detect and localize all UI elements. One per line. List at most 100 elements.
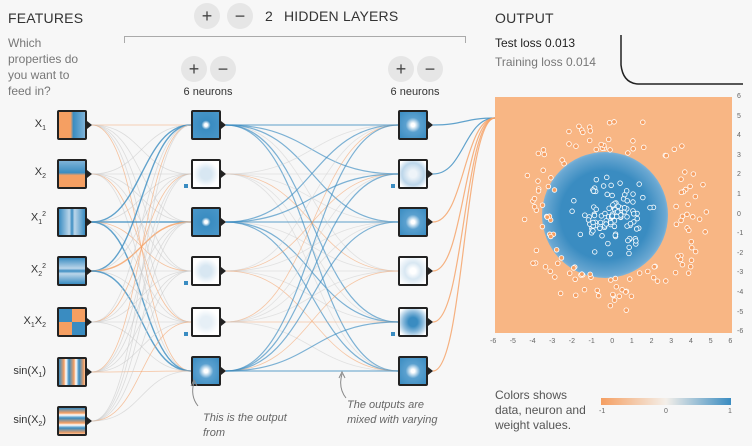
blue-data-point bbox=[604, 174, 610, 181]
layer1-neuron-5-bias bbox=[184, 332, 188, 336]
orange-data-point bbox=[553, 247, 560, 253]
orange-data-point bbox=[541, 151, 547, 158]
weight-link[interactable] bbox=[432, 117, 496, 126]
note1-arrow bbox=[190, 378, 199, 407]
orange-data-point bbox=[542, 264, 549, 270]
add-neuron-layer1-button[interactable]: + bbox=[181, 56, 207, 82]
weight-link[interactable] bbox=[432, 117, 496, 175]
feature-pin-x1x2 bbox=[87, 318, 92, 326]
layer1-neuron-1[interactable] bbox=[191, 110, 221, 140]
blue-data-point bbox=[624, 198, 630, 204]
add-neuron-layer2-button[interactable]: + bbox=[388, 56, 414, 82]
remove-layer-button[interactable]: − bbox=[227, 3, 253, 29]
orange-data-point bbox=[690, 171, 697, 177]
layer2-neuron-5[interactable] bbox=[398, 307, 428, 337]
weight-link[interactable] bbox=[225, 124, 399, 272]
weight-link[interactable] bbox=[91, 124, 192, 175]
y-tick: 0 bbox=[737, 210, 741, 218]
weight-link[interactable] bbox=[225, 124, 399, 323]
feature-pin-x2 bbox=[87, 170, 92, 178]
layer1-neuron-2[interactable] bbox=[191, 159, 221, 189]
weight-link[interactable] bbox=[432, 117, 496, 323]
layers-label: HIDDEN LAYERS bbox=[284, 8, 399, 24]
orange-data-point bbox=[690, 214, 696, 220]
orange-data-point bbox=[595, 293, 602, 299]
layer2-neuron-4[interactable] bbox=[398, 256, 428, 286]
layer2-neuron-2[interactable] bbox=[398, 159, 428, 189]
weight-link[interactable] bbox=[225, 321, 399, 372]
weight-link[interactable] bbox=[225, 173, 399, 372]
feature-node-x1-squared[interactable] bbox=[57, 207, 87, 237]
blue-data-point bbox=[593, 176, 600, 183]
remove-neuron-layer1-button[interactable]: − bbox=[210, 56, 236, 82]
output-heatmap[interactable] bbox=[495, 97, 732, 333]
add-layer-button[interactable]: + bbox=[194, 3, 220, 29]
orange-data-point bbox=[610, 291, 616, 298]
remove-neuron-layer2-button[interactable]: − bbox=[417, 56, 443, 82]
orange-data-point bbox=[555, 260, 561, 267]
blue-data-point bbox=[626, 244, 632, 251]
feature-node-x1[interactable] bbox=[57, 110, 87, 140]
weight-link[interactable] bbox=[91, 124, 192, 422]
weight-link[interactable] bbox=[91, 124, 192, 323]
layer1-neuron-3[interactable] bbox=[191, 207, 221, 237]
layer1-neuron-4[interactable] bbox=[191, 256, 221, 286]
feature-node-x2-squared[interactable] bbox=[57, 256, 87, 286]
weight-link[interactable] bbox=[91, 124, 192, 373]
weight-link[interactable] bbox=[225, 124, 399, 372]
feature-node-sin-x2[interactable] bbox=[57, 406, 87, 436]
blue-data-point bbox=[590, 188, 597, 194]
orange-data-point bbox=[548, 175, 554, 181]
orange-data-point bbox=[566, 128, 572, 135]
orange-data-point bbox=[521, 216, 528, 223]
orange-data-point bbox=[685, 270, 692, 276]
orange-data-point bbox=[689, 244, 695, 251]
weight-link[interactable] bbox=[432, 117, 496, 372]
y-tick: 1 bbox=[737, 191, 741, 198]
test-loss: Test loss 0.013 bbox=[495, 36, 575, 50]
orange-data-point bbox=[567, 270, 573, 276]
feature-node-x1x2[interactable] bbox=[57, 307, 87, 337]
blue-data-point bbox=[600, 183, 607, 189]
weight-link[interactable] bbox=[432, 117, 496, 272]
weight-link[interactable] bbox=[91, 124, 192, 223]
weight-link[interactable] bbox=[225, 124, 399, 175]
layer1-neuron-5[interactable] bbox=[191, 307, 221, 337]
weight-link[interactable] bbox=[91, 221, 192, 422]
orange-data-point bbox=[703, 209, 710, 215]
orange-data-point bbox=[587, 137, 593, 144]
weight-link[interactable] bbox=[91, 124, 192, 272]
layer1-neuron-6[interactable] bbox=[191, 356, 221, 386]
weight-link[interactable] bbox=[91, 321, 192, 422]
layer2-neuron-6[interactable] bbox=[398, 356, 428, 386]
weight-link[interactable] bbox=[225, 270, 399, 372]
weight-link[interactable] bbox=[225, 124, 399, 223]
feature-label-x1x2: X1X2 bbox=[23, 315, 47, 330]
x-tick: 3 bbox=[669, 338, 674, 345]
blue-data-point bbox=[640, 194, 646, 201]
weight-link[interactable] bbox=[91, 173, 192, 422]
feature-node-sin-x1[interactable] bbox=[57, 357, 87, 387]
orange-data-point bbox=[594, 287, 600, 294]
weight-link[interactable] bbox=[432, 117, 496, 223]
layer1-neuron-count: 6 neurons bbox=[183, 86, 233, 98]
weight-link[interactable] bbox=[225, 221, 399, 372]
orange-data-point bbox=[533, 247, 540, 254]
blue-data-point bbox=[569, 208, 575, 214]
orange-data-point bbox=[673, 221, 680, 227]
x-tick: 2 bbox=[649, 338, 654, 345]
weight-link[interactable] bbox=[91, 270, 192, 422]
colors-legend-text: Colors shows data, neuron and weight val… bbox=[495, 388, 586, 432]
blue-data-point bbox=[627, 221, 634, 227]
weight-link[interactable] bbox=[91, 370, 192, 422]
layer2-neuron-3[interactable] bbox=[398, 207, 428, 237]
orange-data-point bbox=[607, 302, 614, 309]
orange-data-point bbox=[559, 157, 565, 163]
orange-data-point bbox=[587, 271, 593, 277]
feature-node-x2[interactable] bbox=[57, 159, 87, 189]
weight-link[interactable] bbox=[225, 173, 399, 272]
layer2-neuron-1[interactable] bbox=[398, 110, 428, 140]
blue-data-point bbox=[597, 219, 604, 226]
y-tick: -4 bbox=[737, 289, 744, 296]
